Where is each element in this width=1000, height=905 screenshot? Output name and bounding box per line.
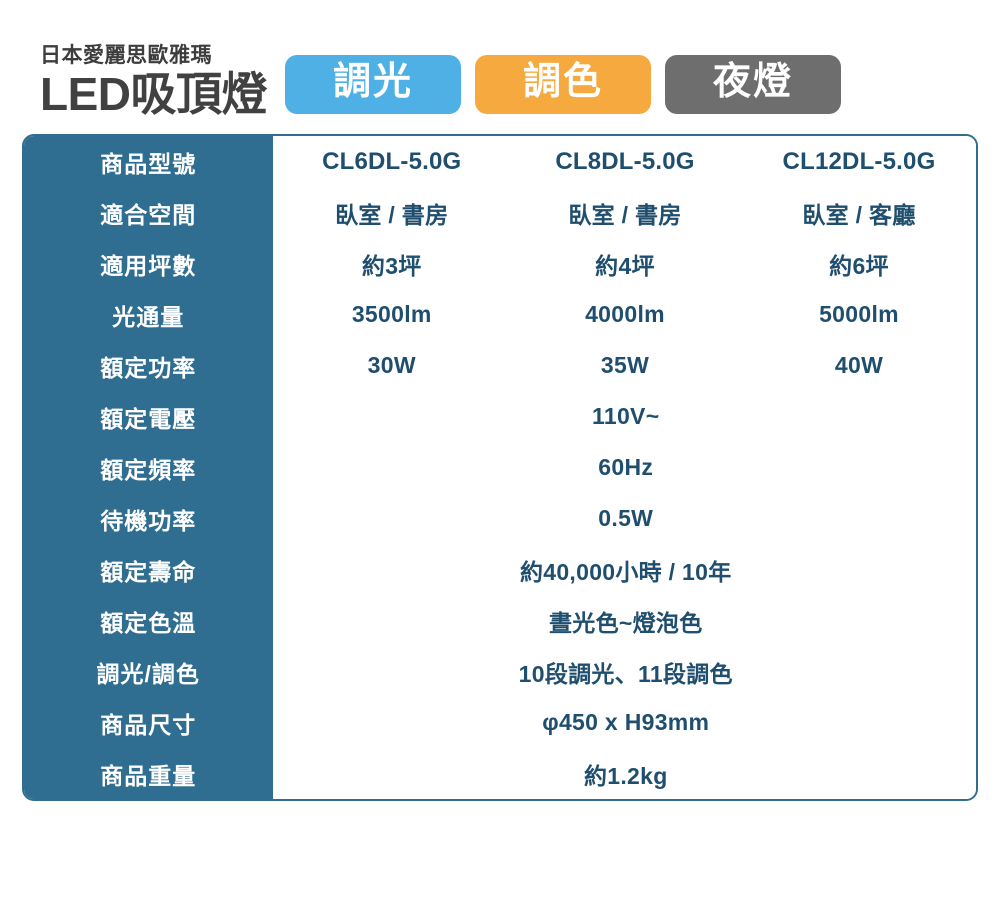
row-value-merged: 10段調光、11段調色 (272, 646, 976, 697)
row-value-col-3: 臥室 / 客廳 (742, 187, 976, 238)
row-label: 商品尺寸 (24, 697, 274, 748)
table-row: 額定功率 30W 35W 40W (24, 340, 976, 391)
table-row: 商品尺寸 φ450 x H93mm (24, 697, 976, 748)
row-value-col-1: 30W (272, 340, 508, 391)
brand-name: 日本愛麗思歐雅瑪 (40, 43, 212, 67)
table-row: 額定色溫 晝光色~燈泡色 (24, 595, 976, 646)
row-label: 額定電壓 (24, 391, 274, 442)
spec-table-container: 商品型號 CL6DL-5.0G CL8DL-5.0G CL12DL-5.0G 適合空間臥… (22, 134, 978, 801)
row-label: 額定壽命 (24, 544, 274, 595)
table-row: 商品型號 CL6DL-5.0G CL8DL-5.0G CL12DL-5.0G (24, 136, 976, 187)
table-row: 適用坪數 約3坪 約4坪 約6坪 (24, 238, 976, 289)
row-value-col-2: 4000lm (508, 289, 742, 340)
feature-badge-3[interactable]: 夜燈 (665, 55, 841, 114)
spec-table-body: 商品型號 CL6DL-5.0G CL8DL-5.0G CL12DL-5.0G 適合空間臥… (24, 136, 976, 799)
row-value-merged: 110V~ (272, 391, 976, 442)
row-label: 商品型號 (24, 136, 274, 187)
row-value-col-2: CL8DL-5.0G (508, 136, 742, 187)
row-value-col-3: 5000lm (742, 289, 976, 340)
row-label: 商品重量 (24, 748, 274, 799)
table-row: 額定電壓 110V~ (24, 391, 976, 442)
row-value-col-2: 約4坪 (508, 238, 742, 289)
spec-table: 商品型號 CL6DL-5.0G CL8DL-5.0G CL12DL-5.0G 適合空間臥… (24, 136, 976, 799)
row-label: 適合空間 (24, 187, 274, 238)
row-value-merged: 晝光色~燈泡色 (272, 595, 976, 646)
table-row: 光通量 3500lm 4000lm 5000lm (24, 289, 976, 340)
feature-badge-1[interactable]: 調光 (285, 55, 461, 114)
table-row: 額定頻率 60Hz (24, 442, 976, 493)
table-row: 額定壽命 約40,000小時 / 10年 (24, 544, 976, 595)
table-row: 適合空間 臥室 / 書房 臥室 / 書房 臥室 / 客廳 (24, 187, 976, 238)
row-value-col-1: CL6DL-5.0G (272, 136, 508, 187)
row-value-col-3: CL12DL-5.0G (742, 136, 976, 187)
row-value-merged: 60Hz (272, 442, 976, 493)
row-value-col-3: 40W (742, 340, 976, 391)
table-row: 調光/調色 10段調光、11段調色 (24, 646, 976, 697)
row-value-col-2: 臥室 / 書房 (508, 187, 742, 238)
feature-badge-group: 調光 調色 夜燈 (285, 55, 841, 128)
row-value-col-1: 3500lm (272, 289, 508, 340)
row-value-merged: 0.5W (272, 493, 976, 544)
row-label: 調光/調色 (24, 646, 274, 697)
row-value-col-1: 約3坪 (272, 238, 508, 289)
table-row: 待機功率 0.5W (24, 493, 976, 544)
page-title: LED吸頂燈 (40, 67, 268, 120)
row-label: 額定頻率 (24, 442, 274, 493)
row-label: 額定功率 (24, 340, 274, 391)
row-value-merged: φ450 x H93mm (272, 697, 976, 748)
row-label: 額定色溫 (24, 595, 274, 646)
feature-badge-2[interactable]: 調色 (475, 55, 651, 114)
row-value-col-2: 35W (508, 340, 742, 391)
row-label: 適用坪數 (24, 238, 274, 289)
row-label: 待機功率 (24, 493, 274, 544)
title-block: 日本愛麗思歐雅瑪 LED吸頂燈 (40, 43, 268, 128)
row-value-merged: 約40,000小時 / 10年 (272, 544, 976, 595)
page-header: 日本愛麗思歐雅瑪 LED吸頂燈 調光 調色 夜燈 (0, 0, 1000, 128)
row-label: 光通量 (24, 289, 274, 340)
table-row: 商品重量 約1.2kg (24, 748, 976, 799)
row-value-merged: 約1.2kg (272, 748, 976, 799)
row-value-col-1: 臥室 / 書房 (272, 187, 508, 238)
row-value-col-3: 約6坪 (742, 238, 976, 289)
